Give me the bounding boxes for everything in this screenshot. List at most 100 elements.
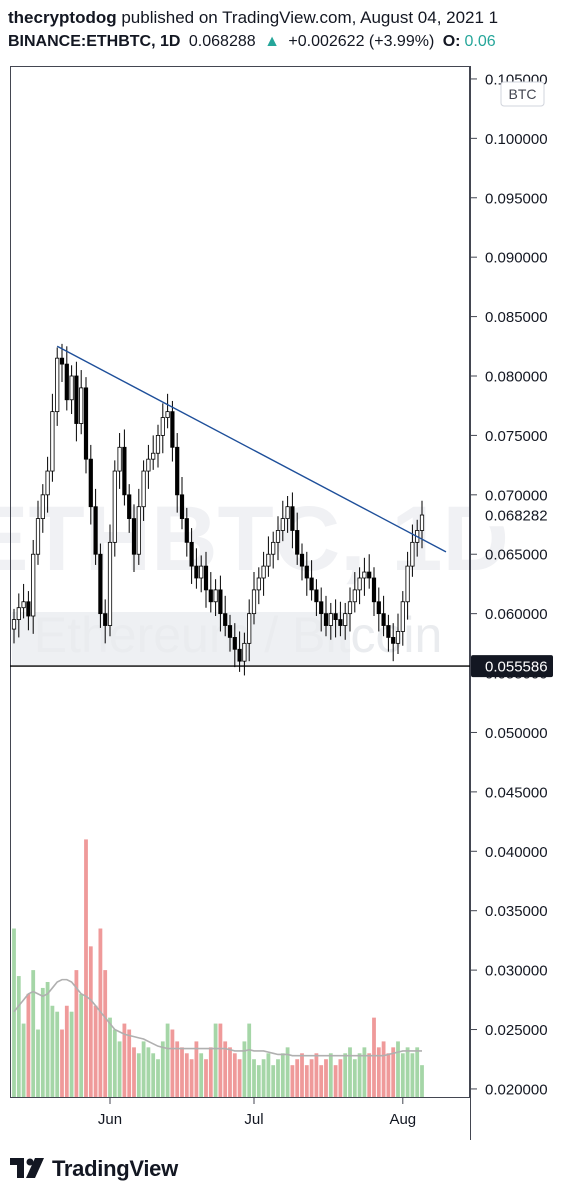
price-tick-label: 0.090000 <box>485 250 548 267</box>
candle-body <box>381 613 386 626</box>
volume-bar <box>40 987 45 1097</box>
volume-bar <box>362 1047 367 1097</box>
volume-bar <box>50 1005 55 1097</box>
price-label-text: 0.055586 <box>485 659 548 676</box>
candle-body <box>127 494 132 519</box>
price-change: +0.002622 (+3.99%) <box>288 33 435 50</box>
price-axis[interactable]: 0.1050000.1000000.0950000.0900000.085000… <box>470 71 548 1098</box>
candle-body <box>419 514 425 531</box>
candle-body <box>199 565 204 579</box>
volume-bar <box>74 970 79 1097</box>
candle-body <box>338 619 343 626</box>
volume-bar <box>357 1053 362 1097</box>
author-name[interactable]: thecryptodog <box>8 8 117 27</box>
volume-bar <box>117 1041 122 1097</box>
candle-body <box>103 613 108 626</box>
candle-body <box>371 577 377 603</box>
time-tick-label: Jul <box>244 1111 263 1128</box>
candle-body <box>232 637 237 650</box>
volume-bar <box>213 1023 218 1097</box>
candle-body <box>323 613 329 626</box>
candle-body <box>261 565 266 579</box>
price-tick-label: 0.100000 <box>485 131 548 148</box>
volume-bar <box>64 1005 69 1097</box>
candle-body <box>155 435 161 454</box>
candle-body <box>179 494 185 519</box>
candle-body <box>45 470 50 496</box>
candle-body <box>410 541 415 567</box>
tradingview-logo[interactable]: TradingView <box>10 1156 178 1182</box>
candle-body <box>285 506 290 519</box>
price-tick-label: 0.025000 <box>485 1022 548 1039</box>
volume-bar <box>266 1053 271 1097</box>
price-label-box <box>471 504 553 527</box>
candle-body <box>203 565 209 591</box>
volume-bar <box>252 1059 256 1097</box>
candle-body <box>367 571 372 579</box>
candle-body <box>194 565 199 579</box>
candle-body <box>405 565 410 603</box>
candle-body <box>237 648 242 662</box>
volume-bar <box>348 1047 352 1097</box>
open-value: 0.06 <box>464 33 496 50</box>
candle-body <box>251 589 257 615</box>
candle-body <box>189 541 194 567</box>
candle-body <box>357 577 362 591</box>
price-tick-label: 0.095000 <box>485 190 548 207</box>
candle-body <box>122 446 127 496</box>
volume-bar <box>112 1029 117 1097</box>
candles <box>11 343 425 676</box>
volume-bar <box>122 1023 127 1097</box>
volume-bar <box>199 1053 204 1097</box>
candle-body <box>131 518 137 555</box>
volume-bar <box>16 976 21 1097</box>
candle-body <box>50 411 55 472</box>
volume-bar <box>127 1029 132 1097</box>
volume-bar <box>151 1053 156 1097</box>
volume-bar <box>290 1065 295 1097</box>
candle-body <box>26 601 31 617</box>
volume-bar <box>36 1029 40 1097</box>
time-tick-label: Aug <box>389 1111 416 1128</box>
candle-body <box>74 375 79 424</box>
volume-bar <box>26 993 31 1097</box>
candle-body <box>64 363 69 401</box>
volume-bar <box>256 1065 261 1097</box>
candle-body <box>88 458 93 508</box>
time-axis[interactable]: Jun Jul Aug <box>98 1097 416 1128</box>
candle-body <box>11 619 17 630</box>
volume-bar <box>300 1053 304 1097</box>
volume-bar <box>141 1041 146 1097</box>
volume-bar <box>328 1053 333 1097</box>
currency-badge-label: BTC <box>509 86 537 102</box>
candle-body <box>35 518 41 555</box>
change-arrow-icon: ▲ <box>264 33 280 50</box>
price-tick-label: 0.020000 <box>485 1081 548 1098</box>
volume-bar <box>194 1041 199 1097</box>
trendline[interactable] <box>56 345 447 553</box>
candle-body <box>117 446 122 472</box>
volume-bar <box>271 1065 276 1097</box>
volume-bar <box>276 1059 280 1097</box>
volume-bar <box>156 1059 160 1097</box>
volume-bar <box>391 1047 396 1097</box>
candle-body <box>386 625 391 638</box>
candle-body <box>223 613 228 626</box>
candle-body <box>208 589 213 603</box>
candle-body <box>256 577 261 591</box>
volume-bar <box>420 1065 424 1097</box>
candle-body <box>21 601 26 609</box>
candle-body <box>295 530 300 555</box>
volume-bar <box>79 993 84 1097</box>
candle-body <box>59 357 65 365</box>
candle-body <box>146 458 151 472</box>
currency-badge[interactable]: BTC <box>500 81 545 107</box>
currency-badge-box <box>500 81 545 107</box>
price-tick-label: 0.040000 <box>485 844 548 861</box>
time-tick-label: Jun <box>98 1111 122 1128</box>
volume-bar <box>242 1041 247 1097</box>
candle-body <box>93 506 98 555</box>
price-chart[interactable]: ETHBTC, 1D Ethereum / Bitcoin 0.1050000.… <box>0 0 586 1150</box>
candle-body <box>271 541 276 555</box>
candle-body <box>16 607 21 620</box>
